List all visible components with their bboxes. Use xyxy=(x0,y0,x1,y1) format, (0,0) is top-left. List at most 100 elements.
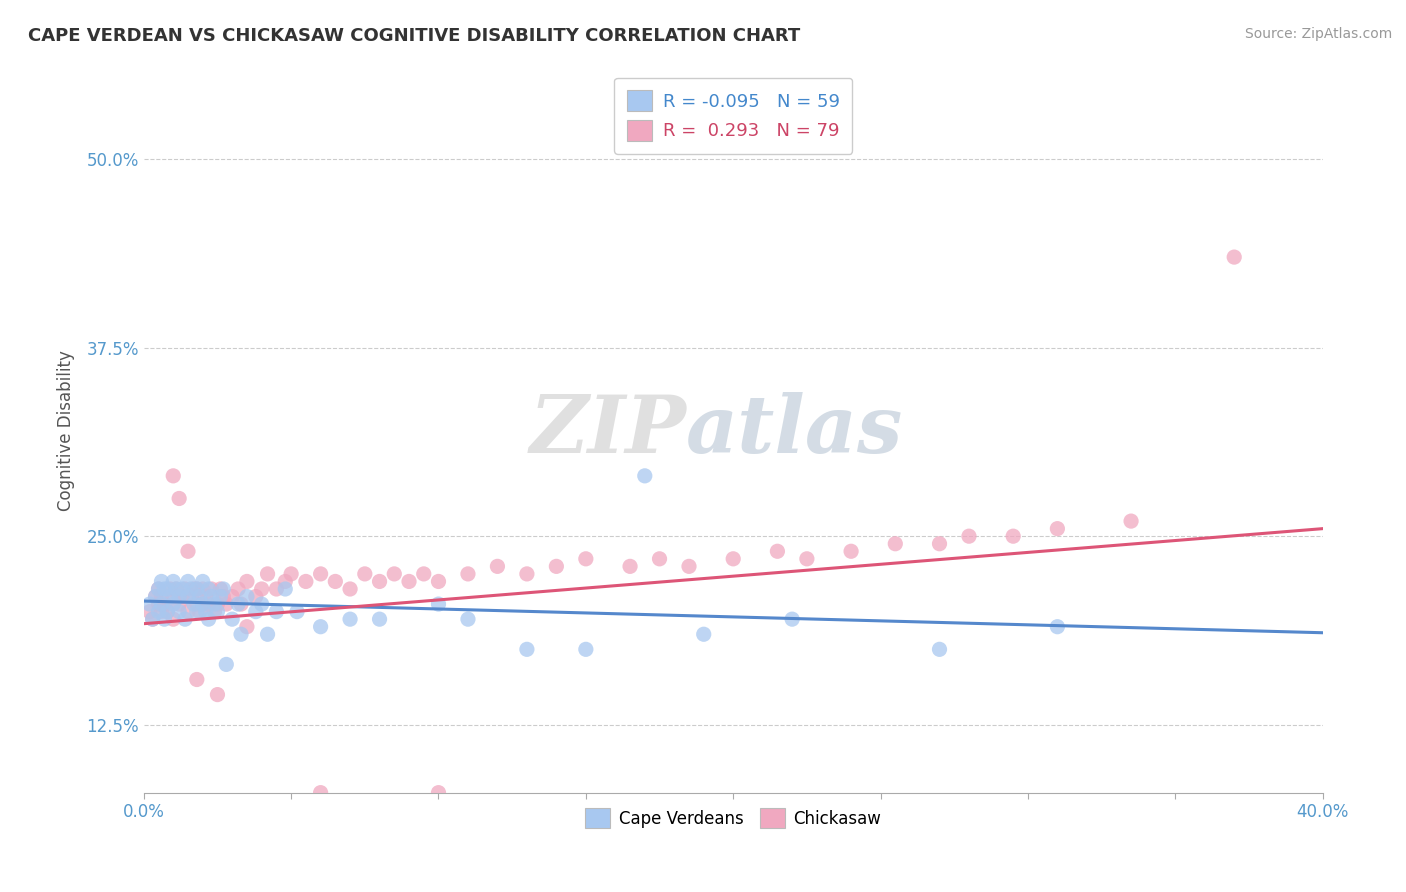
Point xyxy=(353,566,375,581)
Point xyxy=(766,544,789,558)
Point xyxy=(285,605,308,619)
Point xyxy=(207,597,229,611)
Point xyxy=(212,590,235,604)
Point xyxy=(148,582,170,596)
Point xyxy=(153,582,176,596)
Point xyxy=(197,597,219,611)
Point xyxy=(928,642,950,657)
Point xyxy=(197,612,219,626)
Point xyxy=(142,612,165,626)
Point xyxy=(412,566,434,581)
Text: ZIP: ZIP xyxy=(529,392,686,469)
Point xyxy=(180,590,202,604)
Point xyxy=(295,574,318,589)
Point xyxy=(309,566,332,581)
Point xyxy=(209,590,232,604)
Point xyxy=(162,590,184,604)
Point xyxy=(221,590,243,604)
Point xyxy=(457,566,479,581)
Point xyxy=(1119,514,1142,528)
Point xyxy=(796,551,818,566)
Point xyxy=(191,574,214,589)
Point xyxy=(145,590,167,604)
Point xyxy=(575,642,598,657)
Point xyxy=(150,590,173,604)
Point xyxy=(207,605,229,619)
Point xyxy=(186,582,208,596)
Point xyxy=(162,574,184,589)
Text: CAPE VERDEAN VS CHICKASAW COGNITIVE DISABILITY CORRELATION CHART: CAPE VERDEAN VS CHICKASAW COGNITIVE DISA… xyxy=(28,27,800,45)
Point xyxy=(150,597,173,611)
Point xyxy=(148,597,170,611)
Point xyxy=(245,605,267,619)
Point xyxy=(619,559,641,574)
Point xyxy=(486,559,509,574)
Point xyxy=(174,582,197,596)
Point xyxy=(427,786,450,800)
Point xyxy=(368,612,391,626)
Point xyxy=(177,544,200,558)
Point xyxy=(177,574,200,589)
Point xyxy=(191,597,214,611)
Point xyxy=(398,574,420,589)
Point xyxy=(204,597,226,611)
Point xyxy=(339,612,361,626)
Legend: Cape Verdeans, Chickasaw: Cape Verdeans, Chickasaw xyxy=(578,801,887,835)
Point xyxy=(678,559,700,574)
Point xyxy=(280,566,302,581)
Point xyxy=(148,582,170,596)
Point xyxy=(186,673,208,687)
Point xyxy=(382,566,405,581)
Point xyxy=(1002,529,1025,543)
Point xyxy=(142,612,165,626)
Point xyxy=(148,605,170,619)
Point xyxy=(212,582,235,596)
Point xyxy=(188,605,211,619)
Point xyxy=(427,597,450,611)
Point xyxy=(167,605,190,619)
Point xyxy=(215,657,238,672)
Point xyxy=(226,582,249,596)
Point xyxy=(159,582,181,596)
Point xyxy=(250,597,273,611)
Point xyxy=(236,590,259,604)
Point xyxy=(174,612,197,626)
Point xyxy=(546,559,568,574)
Point xyxy=(165,582,187,596)
Point xyxy=(839,544,862,558)
Point xyxy=(516,642,538,657)
Point xyxy=(138,605,160,619)
Point xyxy=(159,590,181,604)
Point xyxy=(167,491,190,506)
Point xyxy=(177,605,200,619)
Point xyxy=(138,597,160,611)
Point xyxy=(207,688,229,702)
Point xyxy=(457,612,479,626)
Point xyxy=(188,590,211,604)
Point xyxy=(368,574,391,589)
Point xyxy=(145,590,167,604)
Point xyxy=(167,597,190,611)
Point xyxy=(693,627,716,641)
Point xyxy=(236,620,259,634)
Point xyxy=(274,582,297,596)
Point xyxy=(186,582,208,596)
Point xyxy=(200,590,222,604)
Point xyxy=(162,468,184,483)
Point xyxy=(274,574,297,589)
Point xyxy=(648,551,671,566)
Point xyxy=(634,468,657,483)
Point xyxy=(172,582,194,596)
Point xyxy=(167,590,190,604)
Point xyxy=(256,566,278,581)
Point xyxy=(162,612,184,626)
Point xyxy=(191,597,214,611)
Point xyxy=(156,605,179,619)
Point xyxy=(180,582,202,596)
Point xyxy=(309,620,332,634)
Point xyxy=(162,597,184,611)
Point xyxy=(575,551,598,566)
Point xyxy=(186,605,208,619)
Point xyxy=(256,627,278,641)
Y-axis label: Cognitive Disability: Cognitive Disability xyxy=(58,351,75,511)
